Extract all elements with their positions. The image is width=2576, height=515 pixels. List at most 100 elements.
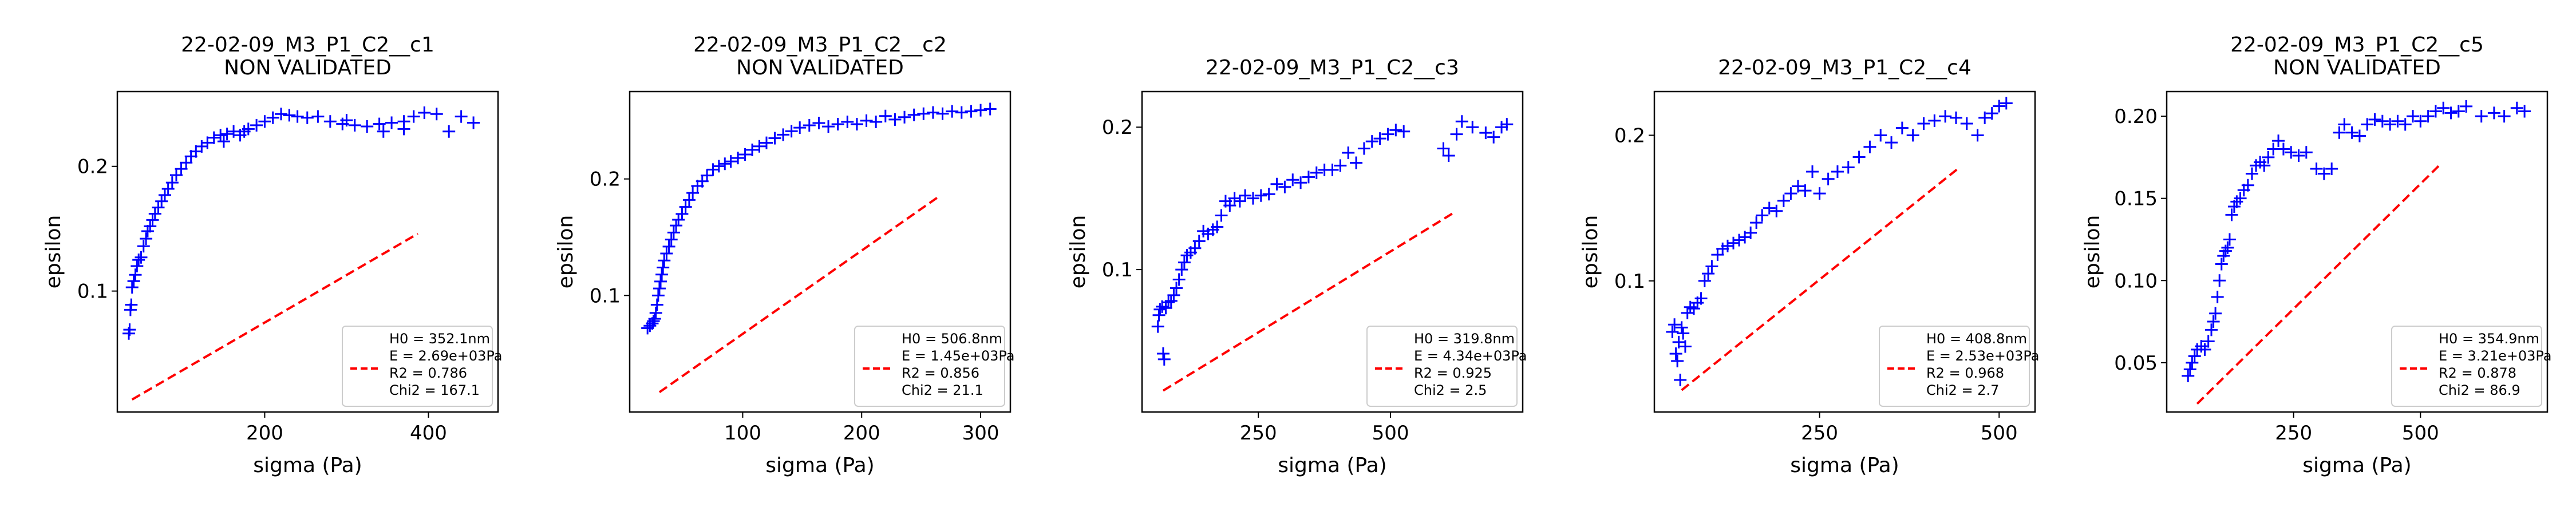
data-point: [1971, 129, 1984, 142]
data-point: [1831, 165, 1844, 178]
x-tick-label: 500: [1372, 422, 1409, 445]
x-tick-label: 500: [2402, 422, 2439, 445]
data-point: [1294, 176, 1307, 189]
data-point: [870, 115, 883, 128]
data-point: [2292, 149, 2305, 162]
data-point: [2000, 97, 2013, 110]
data-point: [983, 102, 997, 116]
legend-text: Chi2 = 2.7: [1926, 382, 1999, 398]
y-tick-label: 0.1: [1614, 270, 1645, 293]
data-point: [651, 289, 665, 302]
data-point: [348, 118, 361, 132]
data-point: [1705, 260, 1718, 273]
data-point: [1777, 194, 1790, 207]
x-tick-label: 200: [246, 422, 283, 445]
data-point: [1239, 189, 1252, 202]
y-tick-label: 0.1: [590, 284, 621, 307]
data-point: [1278, 180, 1291, 193]
data-point: [131, 260, 144, 273]
data-point: [946, 105, 959, 118]
data-point: [146, 213, 159, 227]
data-point: [850, 118, 863, 131]
data-point: [2300, 146, 2313, 159]
data-point: [1885, 136, 1898, 149]
data-point: [2325, 162, 2338, 175]
legend-box: [1366, 326, 1518, 407]
data-point: [1784, 187, 1797, 200]
chart-title: 22-02-09_M3_P1_C2__c2: [693, 33, 947, 57]
data-point: [657, 261, 670, 274]
data-point: [418, 106, 431, 120]
legend-text: E = 2.69e+03Pa: [389, 348, 502, 364]
data-point: [1763, 201, 1776, 215]
data-point: [2376, 114, 2389, 128]
x-tick-label: 300: [962, 422, 999, 445]
data-point: [1674, 374, 1687, 386]
y-tick-label: 0.10: [2114, 270, 2158, 292]
data-point: [1153, 303, 1167, 316]
data-point: [1671, 354, 1684, 367]
data-point: [2460, 100, 2473, 113]
data-point: [679, 200, 692, 213]
plot-area: [123, 106, 480, 401]
y-tick-label: 0.1: [77, 280, 108, 303]
data-point: [712, 160, 725, 173]
data-point: [2421, 110, 2435, 123]
data-point: [1246, 192, 1259, 205]
plot-frame: [1653, 90, 2036, 413]
data-point: [2414, 114, 2427, 128]
data-point: [738, 148, 752, 161]
data-point: [1799, 184, 1812, 197]
chart-panel-4: 22-02-09_M3_P1_C2__c4 250 500 0.1 0.2 sigma (…: [1579, 56, 2039, 477]
legend-text: R2 = 0.968: [1926, 365, 2004, 381]
data-point: [2211, 290, 2224, 303]
data-point: [2475, 110, 2488, 123]
data-point: [1677, 327, 1690, 340]
data-point: [670, 219, 683, 232]
data-point: [1874, 129, 1887, 142]
legend-text: E = 4.34e+03Pa: [1414, 348, 1527, 364]
data-point: [2207, 315, 2220, 328]
data-point: [926, 106, 939, 119]
data-point: [323, 115, 337, 128]
legend-text: E = 3.21e+03Pa: [2439, 348, 2551, 364]
data-point: [2202, 335, 2215, 348]
data-point: [1727, 236, 1740, 249]
data-point: [2258, 159, 2271, 172]
data-point: [214, 129, 227, 142]
x-tick-label: 250: [1801, 422, 1838, 445]
legend-text: R2 = 0.856: [902, 365, 979, 381]
data-point: [2399, 118, 2412, 131]
data-point: [1698, 274, 1711, 287]
data-point: [227, 125, 240, 138]
data-point: [1852, 150, 1866, 164]
data-point: [1152, 308, 1165, 322]
data-point: [2272, 134, 2285, 148]
data-point: [2182, 369, 2195, 382]
data-point: [682, 193, 696, 207]
y-tick-label: 0.2: [590, 168, 621, 191]
data-point: [125, 298, 138, 311]
data-point: [1678, 340, 1692, 353]
data-point: [724, 155, 737, 168]
x-axis-label: sigma (Pa): [1790, 454, 1899, 477]
data-point: [135, 251, 148, 264]
data-point: [1389, 124, 1402, 137]
x-tick-label: 500: [1981, 422, 2018, 445]
data-point: [2317, 167, 2330, 180]
data-point: [397, 122, 410, 136]
data-point: [768, 132, 781, 145]
legend-text: Chi2 = 2.5: [1414, 382, 1487, 398]
legend-text: H0 = 354.9nm: [2439, 331, 2539, 347]
data-point: [2487, 106, 2500, 120]
data-point: [2429, 105, 2442, 118]
data-point: [291, 110, 304, 123]
data-point: [1895, 121, 1909, 134]
data-point: [148, 207, 161, 220]
data-point: [1365, 135, 1378, 148]
data-point: [250, 118, 263, 132]
data-point: [207, 131, 220, 144]
